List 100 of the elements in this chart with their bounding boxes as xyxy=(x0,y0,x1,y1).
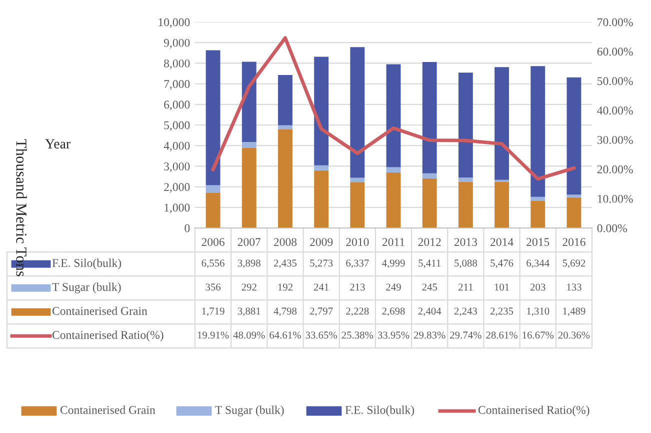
data-label: 4,999 xyxy=(382,260,405,268)
data-label: 6,337 xyxy=(346,260,369,268)
legend-label: Containerised Grain xyxy=(52,306,148,315)
text: Year xyxy=(45,139,70,148)
y2-tick-label: 40.00% xyxy=(597,106,633,115)
text: F.E. Silo(bulk) xyxy=(345,406,414,416)
bar xyxy=(314,56,329,166)
data-label: 241 xyxy=(314,284,329,291)
bar xyxy=(350,47,365,178)
x-tick-label: 2011 xyxy=(382,238,404,246)
y-tick-label: 8,000 xyxy=(164,59,190,70)
y-tick-label: 0 xyxy=(184,224,190,232)
data-label: 5,411 xyxy=(418,260,440,268)
bar xyxy=(206,50,220,186)
bar xyxy=(386,172,401,228)
bar xyxy=(386,64,401,168)
x-tick-label: 2015 xyxy=(526,238,550,246)
data-label: 64.61% xyxy=(270,332,301,339)
data-label: 29.74% xyxy=(450,332,482,339)
data-label: 5,273 xyxy=(310,260,333,268)
data-label: 1,310 xyxy=(527,308,550,316)
bar xyxy=(494,67,509,180)
data-label: 33.65% xyxy=(306,332,338,339)
bar xyxy=(242,62,256,142)
data-label: 2,404 xyxy=(418,308,442,316)
bar xyxy=(458,182,473,228)
bar xyxy=(206,192,220,228)
x-tick-label: 2007 xyxy=(238,238,261,246)
data-label: 213 xyxy=(350,284,365,291)
bar xyxy=(494,182,509,228)
data-label: 203 xyxy=(530,284,546,291)
bar xyxy=(278,125,292,130)
bar xyxy=(278,129,292,228)
data-label: 29.83% xyxy=(414,332,446,339)
bar xyxy=(350,178,365,182)
bar xyxy=(242,142,256,148)
data-label: 192 xyxy=(278,284,292,291)
data-label: 245 xyxy=(422,284,437,291)
bar xyxy=(422,62,437,174)
text: Containerised Grain xyxy=(60,406,156,414)
data-label: 133 xyxy=(567,284,582,291)
data-label: 48.09% xyxy=(233,332,265,339)
y-tick-label: 9,000 xyxy=(164,38,190,49)
bar xyxy=(458,177,473,182)
bar xyxy=(206,185,220,193)
bar xyxy=(566,194,582,198)
data-label: 3,881 xyxy=(238,308,260,316)
data-label: 16.67% xyxy=(522,332,554,339)
legend-label: T Sugar (bulk) xyxy=(52,282,121,294)
bar xyxy=(566,197,582,228)
y-tick-label: 10,000 xyxy=(158,18,190,28)
line-series xyxy=(211,36,576,181)
text: Containerised Ratio(%) xyxy=(478,406,590,416)
y-tick-label: 1,000 xyxy=(164,204,190,214)
x-tick-label: 2014 xyxy=(490,238,514,246)
x-tick-label: 2013 xyxy=(454,238,478,246)
y2-tick-label: 70.00% xyxy=(598,18,633,26)
data-label: 2,243 xyxy=(454,308,477,316)
x-tick-label: 2009 xyxy=(310,238,333,246)
data-label: 2,435 xyxy=(274,260,297,268)
data-label: 28.61% xyxy=(486,332,518,339)
text: T Sugar (bulk) xyxy=(215,406,284,416)
data-label: 1,489 xyxy=(563,308,586,316)
bar xyxy=(314,170,329,228)
data-label: 101 xyxy=(494,284,509,291)
bar xyxy=(566,77,582,195)
data-label: 2,797 xyxy=(310,308,333,316)
data-label: 19.91% xyxy=(198,332,229,339)
y2-tick-label: 30.00% xyxy=(597,136,633,144)
x-tick-label: 2006 xyxy=(202,238,224,246)
bar xyxy=(458,72,473,178)
bar xyxy=(242,148,256,228)
y-tick-label: 4,000 xyxy=(164,142,190,152)
y-tick-label: 3,000 xyxy=(164,162,190,172)
data-label: 6,344 xyxy=(526,260,550,268)
bar xyxy=(422,178,437,228)
y-tick-label: 7,000 xyxy=(164,80,190,90)
data-label: 292 xyxy=(242,284,256,291)
x-tick-label: 2010 xyxy=(346,238,369,246)
y-tick-label: 5,000 xyxy=(164,121,190,131)
data-label: 3,898 xyxy=(238,260,260,268)
data-label: 1,719 xyxy=(202,308,224,316)
text: Thousand Metric Tons xyxy=(16,139,27,276)
y2-tick-label: 20.00% xyxy=(597,165,633,174)
data-label: 6,556 xyxy=(202,260,224,268)
data-label: 211 xyxy=(458,284,473,291)
data-label: 2,228 xyxy=(346,308,369,316)
bar xyxy=(530,201,546,228)
y2-tick-label: 0.00% xyxy=(597,224,627,232)
data-label: 20.36% xyxy=(558,332,590,339)
data-label: 33.95% xyxy=(378,332,410,339)
x-tick-label: 2016 xyxy=(562,238,586,246)
data-label: 356 xyxy=(206,284,221,291)
x-tick-label: 2012 xyxy=(418,238,441,246)
legend-label: F.E. Silo(bulk) xyxy=(52,258,122,270)
y-tick-label: 2,000 xyxy=(164,183,190,193)
x-tick-label: 2008 xyxy=(274,238,297,246)
y-tick-label: 6,000 xyxy=(164,100,190,110)
bar xyxy=(278,75,292,126)
data-label: 5,692 xyxy=(562,260,586,268)
